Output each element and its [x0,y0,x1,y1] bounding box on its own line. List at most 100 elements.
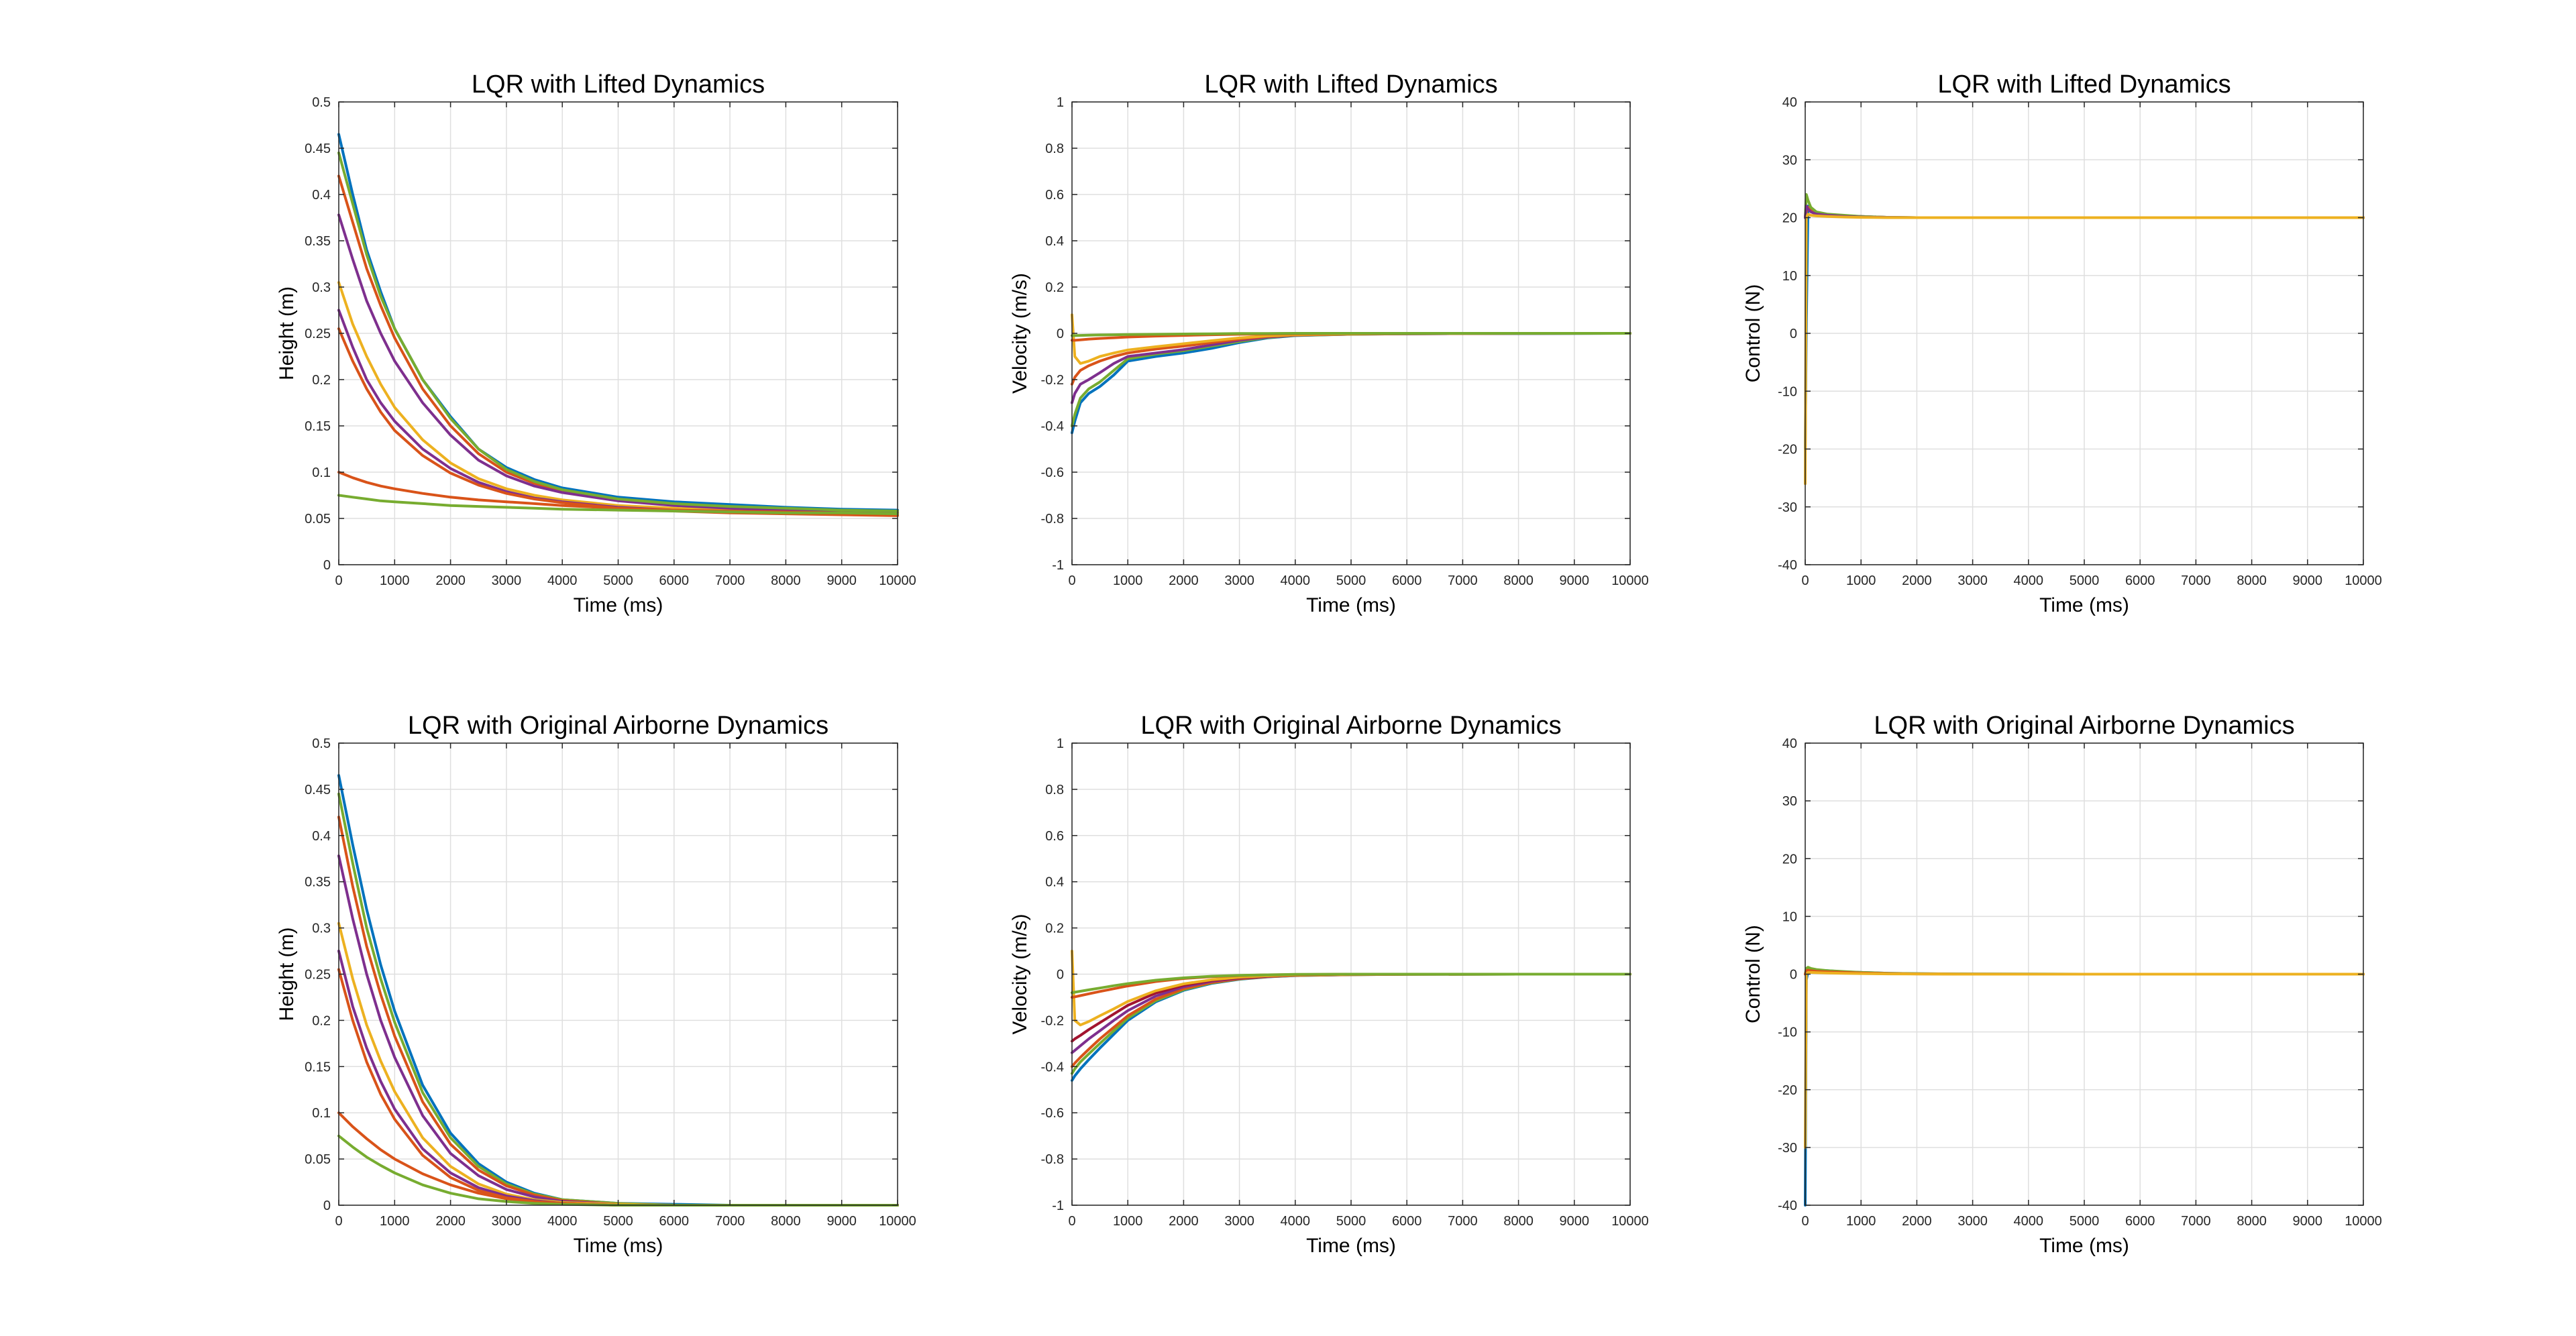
y-tick-label: 10 [1782,909,1797,924]
chart-title: LQR with Lifted Dynamics [1937,70,2231,99]
x-tick-label: 8000 [2237,573,2267,588]
series-line-5 [1804,213,2365,486]
x-tick-label: 3000 [1957,573,1988,588]
y-tick-label: 0.5 [312,736,331,751]
x-tick-label: 4000 [1281,1214,1311,1229]
x-tick-label: 5000 [1336,573,1366,588]
y-tick-label: -0.6 [1041,465,1064,480]
y-tick-label: 0.1 [312,1106,331,1121]
y-tick-label: 0.2 [312,1013,331,1028]
x-tick-label: 4000 [2014,1214,2044,1229]
x-tick-label: 2000 [435,573,466,588]
x-axis-label: Time (ms) [2039,1235,2129,1257]
y-tick-label: 0.6 [1045,188,1064,203]
x-tick-label: 1000 [380,573,410,588]
x-tick-label: 9000 [826,573,857,588]
y-tick-label: 0.4 [1045,875,1064,890]
y-tick-label: 0.15 [305,1060,331,1074]
x-tick-label: 10000 [2345,1214,2382,1229]
chart-panel-5: 0 1000 2000 3000 4000 5000 6000 7000 8000 9000 100… [1009,712,1649,1257]
x-tick-label: 2000 [1169,1214,1199,1229]
y-tick-label: 0.3 [312,280,331,295]
chart-panel-2: 0 1000 2000 3000 4000 5000 6000 7000 8000 9000 100… [1009,70,1649,616]
y-tick-label: -0.8 [1041,512,1064,526]
y-tick-label: 1 [1057,95,1064,110]
y-tick-label: 0.4 [1045,234,1064,249]
y-tick-label: 0 [1057,968,1064,983]
y-tick-label: -0.8 [1041,1152,1064,1167]
y-tick-label: 20 [1782,852,1797,867]
y-axis-label: Control (N) [1742,925,1764,1023]
x-tick-label: 9000 [2293,1214,2323,1229]
y-tick-label: 0.45 [305,142,331,156]
y-tick-label: 10 [1782,269,1797,284]
x-tick-label: 6000 [659,1214,690,1229]
x-tick-label: 10000 [1611,573,1649,588]
y-tick-label: 0.4 [312,188,331,203]
x-tick-label: 5000 [603,1214,633,1229]
x-tick-label: 6000 [1392,573,1422,588]
x-tick-label: 8000 [771,1214,801,1229]
y-tick-label: 0.25 [305,327,331,341]
y-tick-label: -1 [1052,1199,1064,1213]
x-tick-label: 1000 [1113,573,1143,588]
x-tick-label: 10000 [879,573,916,588]
x-tick-label: 6000 [1392,1214,1422,1229]
y-tick-label: 0.5 [312,95,331,110]
x-tick-label: 1000 [1846,1214,1876,1229]
y-tick-label: 0.6 [1045,829,1064,844]
y-tick-label: -0.4 [1041,1060,1064,1074]
x-tick-label: 7000 [715,573,745,588]
y-tick-label: -20 [1778,443,1797,457]
y-tick-label: -40 [1778,558,1797,573]
y-tick-label: 0 [323,558,331,573]
x-tick-label: 1000 [380,1214,410,1229]
x-tick-label: 9000 [1560,1214,1590,1229]
x-tick-label: 9000 [1560,573,1590,588]
series-line-8 [1071,972,1631,995]
y-tick-label: 0.3 [312,922,331,936]
y-tick-label: -30 [1778,500,1797,515]
y-tick-label: -0.4 [1041,419,1064,434]
chart-panel-3: 0 1000 2000 3000 4000 5000 6000 7000 8000 9000 100… [1742,70,2382,616]
x-tick-label: 5000 [603,573,633,588]
series-line-4 [337,213,899,514]
y-tick-label: -40 [1778,1199,1797,1213]
x-tick-label: 5000 [2070,1214,2100,1229]
y-axis-label: Control (N) [1742,284,1764,383]
chart-panel-6: 0 1000 2000 3000 4000 5000 6000 7000 8000 9000 100… [1742,712,2382,1257]
y-tick-label: 0.35 [305,234,331,249]
x-tick-label: 0 [1068,1214,1075,1229]
y-tick-label: 0.2 [1045,280,1064,295]
chart-title: LQR with Lifted Dynamics [1204,70,1497,99]
x-tick-label: 10000 [2345,573,2382,588]
y-tick-label: 0.35 [305,875,331,890]
y-tick-label: 0.2 [312,373,331,388]
x-axis-label: Time (ms) [574,594,663,616]
y-tick-label: 1 [1057,736,1064,751]
y-tick-label: 0.1 [312,465,331,480]
y-tick-label: -30 [1778,1141,1797,1156]
x-tick-label: 3000 [1957,1214,1988,1229]
x-tick-label: 10000 [879,1214,916,1229]
x-tick-label: 9000 [2293,573,2323,588]
y-axis-label: Velocity (m/s) [1009,913,1031,1034]
x-tick-label: 7000 [1448,1214,1478,1229]
x-tick-label: 4000 [547,1214,578,1229]
series-line-7 [1071,332,1631,337]
x-tick-label: 0 [1068,573,1075,588]
series-line-5 [337,151,899,512]
y-tick-label: 0 [1057,327,1064,341]
series-line-1 [337,133,899,512]
x-tick-label: 3000 [492,1214,522,1229]
x-tick-label: 2000 [1902,573,1932,588]
x-tick-label: 4000 [547,573,578,588]
x-tick-label: 10000 [1611,1214,1649,1229]
x-tick-label: 3000 [492,573,522,588]
x-tick-label: 1000 [1846,573,1876,588]
x-axis-label: Time (ms) [1306,1235,1396,1257]
chart-title: LQR with Lifted Dynamics [472,70,765,99]
series-line-4 [1804,970,2365,1149]
x-axis-label: Time (ms) [574,1235,663,1257]
